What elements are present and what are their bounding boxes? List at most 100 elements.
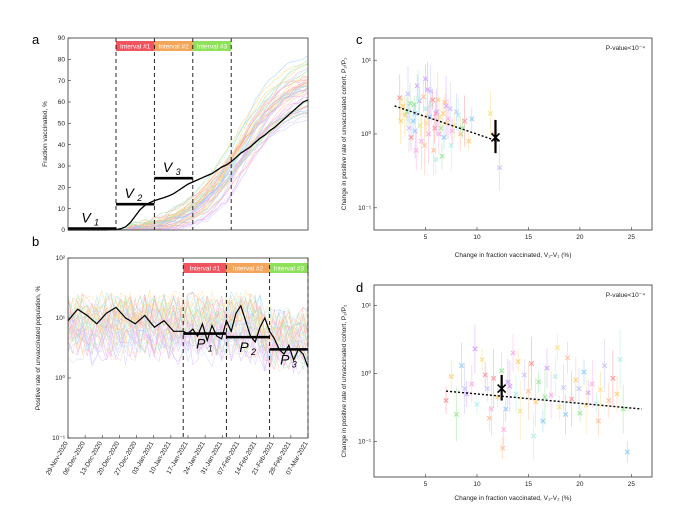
p-value-annotation: P-value<10⁻⁴ [606, 292, 645, 299]
background-trace [67, 299, 309, 335]
data-point [552, 373, 558, 380]
data-point [431, 147, 437, 153]
level-label-sub: 1 [208, 344, 213, 354]
interval-band [183, 263, 227, 273]
data-point [554, 345, 560, 351]
data-point [398, 118, 404, 124]
x-axis-label: Change in fraction vaccinated, V₂-V₁ (%) [455, 252, 572, 259]
x-tick-label: 5 [424, 481, 428, 488]
data-point [577, 410, 583, 416]
data-point [453, 109, 459, 115]
interval-label: Interval #1 [190, 266, 221, 273]
y-tick-label: 10¹ [56, 315, 66, 322]
interval-band [116, 41, 155, 51]
data-point [449, 128, 455, 134]
data-point [589, 381, 595, 387]
data-point [441, 134, 447, 140]
background-trace [67, 327, 309, 374]
data-point [400, 103, 406, 109]
data-point [434, 109, 440, 115]
data-point [425, 131, 432, 137]
background-trace [67, 299, 309, 347]
data-point [428, 88, 434, 94]
x-tick-labels: 5 10 15 20 25 [424, 227, 636, 241]
data-point [479, 356, 485, 363]
data-point [533, 399, 539, 405]
y-tick-label: 10⁻¹ [358, 205, 372, 212]
data-point [455, 112, 462, 118]
panel-c: 5 10 15 20 25 10⁻¹ 10⁰ 10¹ P-value<10⁻⁴ Change… [341, 37, 653, 259]
y-tick-label: 60 [58, 99, 66, 106]
data-point [562, 411, 569, 417]
data-point [414, 83, 420, 89]
x-axis-label: Change in fraction vaccinated, V₃-V₂ (%) [454, 495, 571, 502]
x-tick-label: 15 [525, 234, 533, 241]
data-point [442, 99, 448, 105]
data-point [507, 383, 513, 389]
x-tick-labels: 29-Nov-202006-Dec-202013-Dec-202020-Dec-… [45, 435, 310, 477]
data-point [462, 385, 468, 392]
data-point [440, 110, 446, 117]
background-trace [115, 92, 309, 231]
background-trace [67, 329, 309, 373]
data-point [402, 112, 408, 118]
data-point [422, 76, 429, 82]
data-point [474, 401, 480, 408]
data-point [583, 402, 589, 408]
background-trace [115, 96, 309, 230]
data-point [413, 147, 419, 153]
data-point [472, 346, 478, 352]
background-trace [115, 105, 309, 231]
y-tick-label: 40 [58, 142, 66, 149]
points-layer [394, 62, 503, 191]
data-point [528, 360, 535, 367]
level-label: V [163, 159, 174, 175]
data-point [427, 114, 433, 120]
y-tick-label: 10⁻¹ [358, 439, 372, 446]
y-tick-label: 50 [58, 121, 66, 128]
data-point [458, 363, 465, 369]
data-point [540, 418, 546, 424]
level-label-sub: 3 [176, 167, 181, 177]
data-point [513, 391, 519, 397]
y-tick-label: 10⁰ [361, 370, 371, 378]
x-tick-labels: 5 10 15 20 25 [424, 474, 635, 488]
plot-frame [373, 37, 653, 231]
data-point [443, 397, 449, 404]
highlight-series-line [67, 304, 309, 368]
interval-band [154, 41, 193, 51]
data-point [597, 386, 604, 393]
data-point [531, 433, 537, 439]
y-tick-labels: 0 10 20 30 40 50 60 70 80 90 [58, 35, 71, 234]
data-point [560, 384, 567, 391]
trend-line [446, 390, 642, 410]
y-tick-label: 10⁰ [55, 374, 65, 382]
x-tick-label: 10 [473, 234, 481, 241]
data-point [405, 91, 411, 97]
background-trace [116, 88, 309, 231]
y-tick-label: 10 [58, 206, 66, 213]
background-trace [116, 91, 309, 231]
data-point [515, 358, 521, 365]
data-point [573, 377, 579, 383]
data-point [418, 138, 424, 144]
interval-label: Interval #1 [120, 44, 151, 51]
x-tick-label: 25 [628, 234, 636, 241]
panel-letter-d: d [356, 280, 363, 295]
data-point [430, 97, 436, 103]
data-point [544, 365, 550, 371]
panel-letter-a: a [32, 32, 40, 47]
y-tick-label: 20 [58, 185, 66, 192]
data-point [408, 134, 414, 140]
data-point [406, 125, 412, 131]
y-tick-label: 10¹ [362, 303, 372, 310]
y-axis-label: Change in positive rate of unvaccinated … [341, 57, 348, 210]
data-point [417, 123, 423, 129]
background-trace [67, 289, 309, 339]
data-point [457, 131, 464, 137]
series-layer: V 1V 2V 3 [68, 99, 309, 231]
data-point [602, 363, 608, 369]
